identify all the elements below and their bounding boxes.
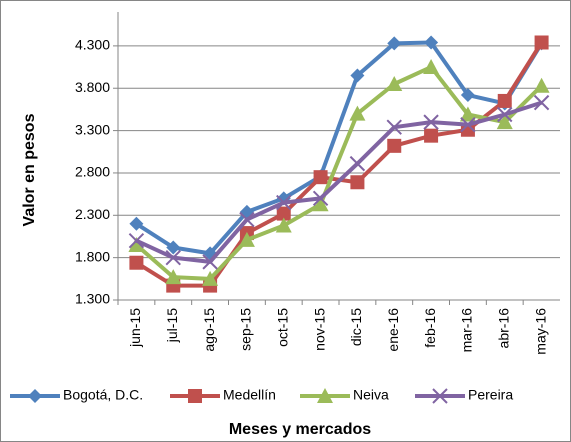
marker (460, 88, 475, 103)
marker (129, 255, 144, 270)
marker (276, 194, 292, 211)
y-tick-label: 2.800 (75, 164, 110, 180)
marker (349, 155, 366, 172)
legend-label: Pereira (468, 387, 513, 403)
marker (166, 240, 181, 255)
x-tick-label: oct-15 (274, 308, 290, 347)
x-tick-label: jul-15 (164, 308, 180, 343)
legend-label: Neiva (353, 387, 389, 403)
legend-marker (188, 389, 202, 403)
marker (128, 232, 145, 249)
x-tick-label: abr-16 (495, 308, 511, 349)
x-tick-label: ago-15 (201, 308, 217, 352)
marker (129, 216, 144, 231)
marker (203, 246, 218, 261)
marker (424, 128, 439, 143)
x-tick-label: ene-16 (385, 308, 401, 352)
legend-marker (28, 389, 42, 403)
marker (496, 114, 513, 130)
x-axis-title: Meses y mercados (229, 421, 371, 438)
y-tick-label: 3.300 (75, 121, 110, 137)
marker (534, 35, 549, 50)
marker (276, 206, 291, 221)
x-tick-label: mar-16 (459, 308, 475, 353)
legend-label: Medellín (223, 387, 276, 403)
marker (312, 190, 329, 207)
marker (165, 249, 181, 266)
marker (497, 106, 513, 123)
x-tick-label: may-16 (532, 308, 548, 355)
marker (460, 116, 476, 133)
y-tick-label: 1.300 (75, 291, 110, 307)
legend-marker (432, 388, 448, 404)
x-tick-label: sep-15 (238, 308, 254, 351)
marker (387, 138, 402, 153)
marker (387, 36, 402, 51)
marker (202, 254, 218, 270)
marker (128, 236, 145, 252)
legend-marker (317, 388, 333, 403)
marker (350, 68, 365, 83)
y-axis-title: Valor en pesos (21, 113, 38, 226)
y-tick-label: 1.800 (75, 248, 110, 264)
marker (312, 196, 329, 212)
marker (459, 106, 476, 122)
series-line (135, 40, 544, 256)
marker (239, 211, 255, 228)
marker (423, 59, 440, 75)
y-tick-label: 3.800 (75, 79, 110, 95)
x-tick-label: feb-16 (422, 308, 438, 348)
marker (533, 94, 550, 111)
y-tick-label: 2.300 (75, 206, 110, 222)
marker (238, 231, 255, 247)
y-tick-label: 4.300 (75, 37, 110, 53)
series-line (135, 65, 543, 281)
marker (386, 76, 403, 91)
marker (165, 269, 182, 285)
x-tick-label: jun-15 (127, 308, 143, 348)
series-line (135, 100, 543, 264)
marker (424, 35, 439, 50)
marker (533, 77, 550, 93)
marker (350, 175, 365, 190)
marker (386, 119, 402, 135)
marker (349, 105, 366, 121)
x-tick-label: nov-15 (311, 308, 327, 351)
marker (497, 93, 512, 108)
marker (313, 170, 328, 185)
marker (423, 114, 439, 130)
x-tick-label: dic-15 (348, 308, 364, 346)
marker (275, 217, 292, 233)
marker (202, 270, 219, 286)
legend-label: Bogotá, D.C. (63, 387, 143, 403)
